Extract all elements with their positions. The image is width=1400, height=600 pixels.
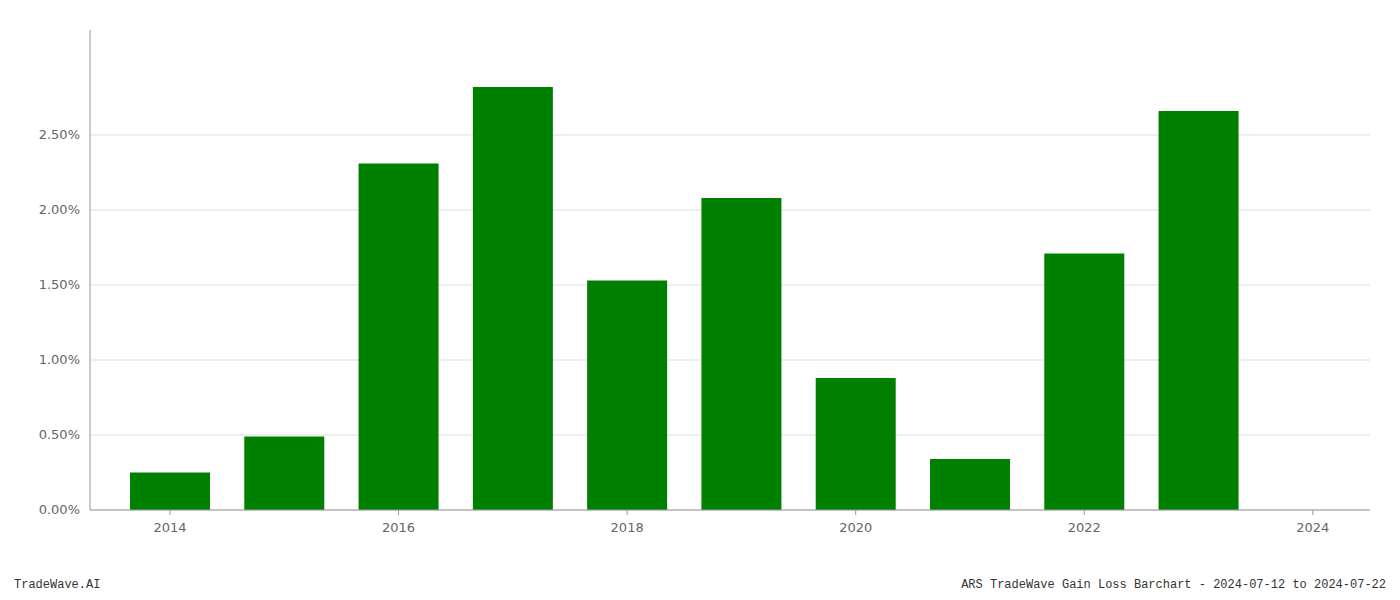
x-tick-label: 2014 (153, 520, 186, 535)
footer-text: ARS TradeWave Gain Loss Barchart - 2024-… (961, 578, 1386, 592)
x-tick (1312, 510, 1313, 515)
footer: TradeWave.AI ARS TradeWave Gain Loss Barc… (14, 578, 1386, 592)
y-axis-line (90, 30, 91, 510)
x-tick (170, 510, 171, 515)
y-tick-label: 0.50% (39, 427, 80, 442)
chart: 0.00%0.50%1.00%1.50%2.00%2.50%2014201620… (0, 0, 1400, 600)
bar (701, 198, 781, 510)
bar (359, 164, 439, 511)
x-tick-label: 2024 (1296, 520, 1329, 535)
x-tick (855, 510, 856, 515)
y-tick-label: 2.00% (39, 202, 80, 217)
bars (130, 87, 1239, 510)
x-tick-label: 2018 (611, 520, 644, 535)
bar (473, 87, 553, 510)
x-tick (1084, 510, 1085, 515)
x-tick (398, 510, 399, 515)
x-tick-label: 2022 (1068, 520, 1101, 535)
bar (587, 281, 667, 511)
bar (244, 437, 324, 511)
x-tick-label: 2016 (382, 520, 415, 535)
x-tick-label: 2020 (839, 520, 872, 535)
bar (130, 473, 210, 511)
bar (816, 378, 896, 510)
bar (1044, 254, 1124, 511)
bar (930, 459, 1010, 510)
grid-line (90, 510, 1370, 511)
footer-text: TradeWave.AI (14, 578, 100, 592)
y-tick-label: 2.50% (39, 127, 80, 142)
x-axis-line (90, 510, 1370, 511)
x-tick (627, 510, 628, 515)
y-tick-label: 0.00% (39, 502, 80, 517)
bar (1159, 111, 1239, 510)
y-tick-label: 1.00% (39, 352, 80, 367)
y-tick-label: 1.50% (39, 277, 80, 292)
x-axis: 2014 2016 2018 2020 2022 2024 (90, 510, 1370, 535)
